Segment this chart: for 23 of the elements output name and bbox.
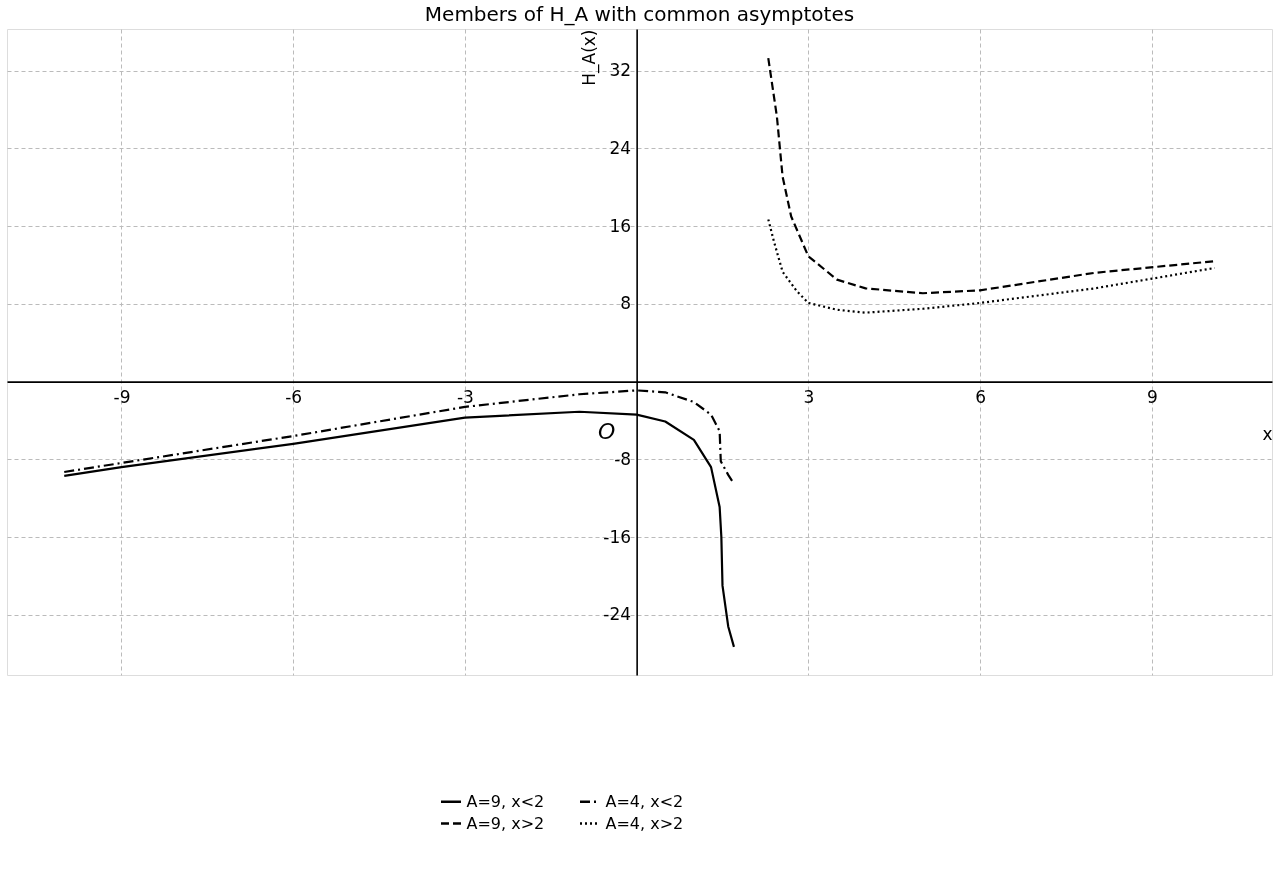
x-axis-title: x bbox=[1262, 424, 1273, 445]
line-series bbox=[767, 218, 1216, 314]
x-tick-label: -6 bbox=[285, 387, 303, 408]
y-tick-label: 16 bbox=[609, 215, 632, 236]
legend-label: A=4, x>2 bbox=[605, 813, 684, 833]
x-tick-label: 9 bbox=[1146, 387, 1158, 408]
x-tick-label: -9 bbox=[113, 387, 131, 408]
y-tick-label: -16 bbox=[603, 526, 632, 547]
y-tick-label: 24 bbox=[609, 137, 632, 158]
legend-label: A=9, x>2 bbox=[466, 813, 545, 833]
y-tick-label: -8 bbox=[614, 448, 632, 469]
x-tick-label: 3 bbox=[803, 387, 815, 408]
y-tick-label: -24 bbox=[603, 604, 632, 625]
legend-label: A=9, x<2 bbox=[466, 791, 545, 811]
x-tick-label: -3 bbox=[456, 387, 474, 408]
y-axis-title: H_A(x) bbox=[579, 29, 601, 86]
y-tick-label: 32 bbox=[609, 60, 632, 81]
legend-label: A=4, x<2 bbox=[605, 791, 684, 811]
line-series bbox=[767, 57, 1216, 295]
chart-title: Members of H_A with common asymptotes bbox=[424, 2, 855, 26]
annotation: O bbox=[597, 418, 616, 444]
x-tick-label: 6 bbox=[975, 387, 986, 408]
y-tick-label: 8 bbox=[620, 293, 632, 314]
